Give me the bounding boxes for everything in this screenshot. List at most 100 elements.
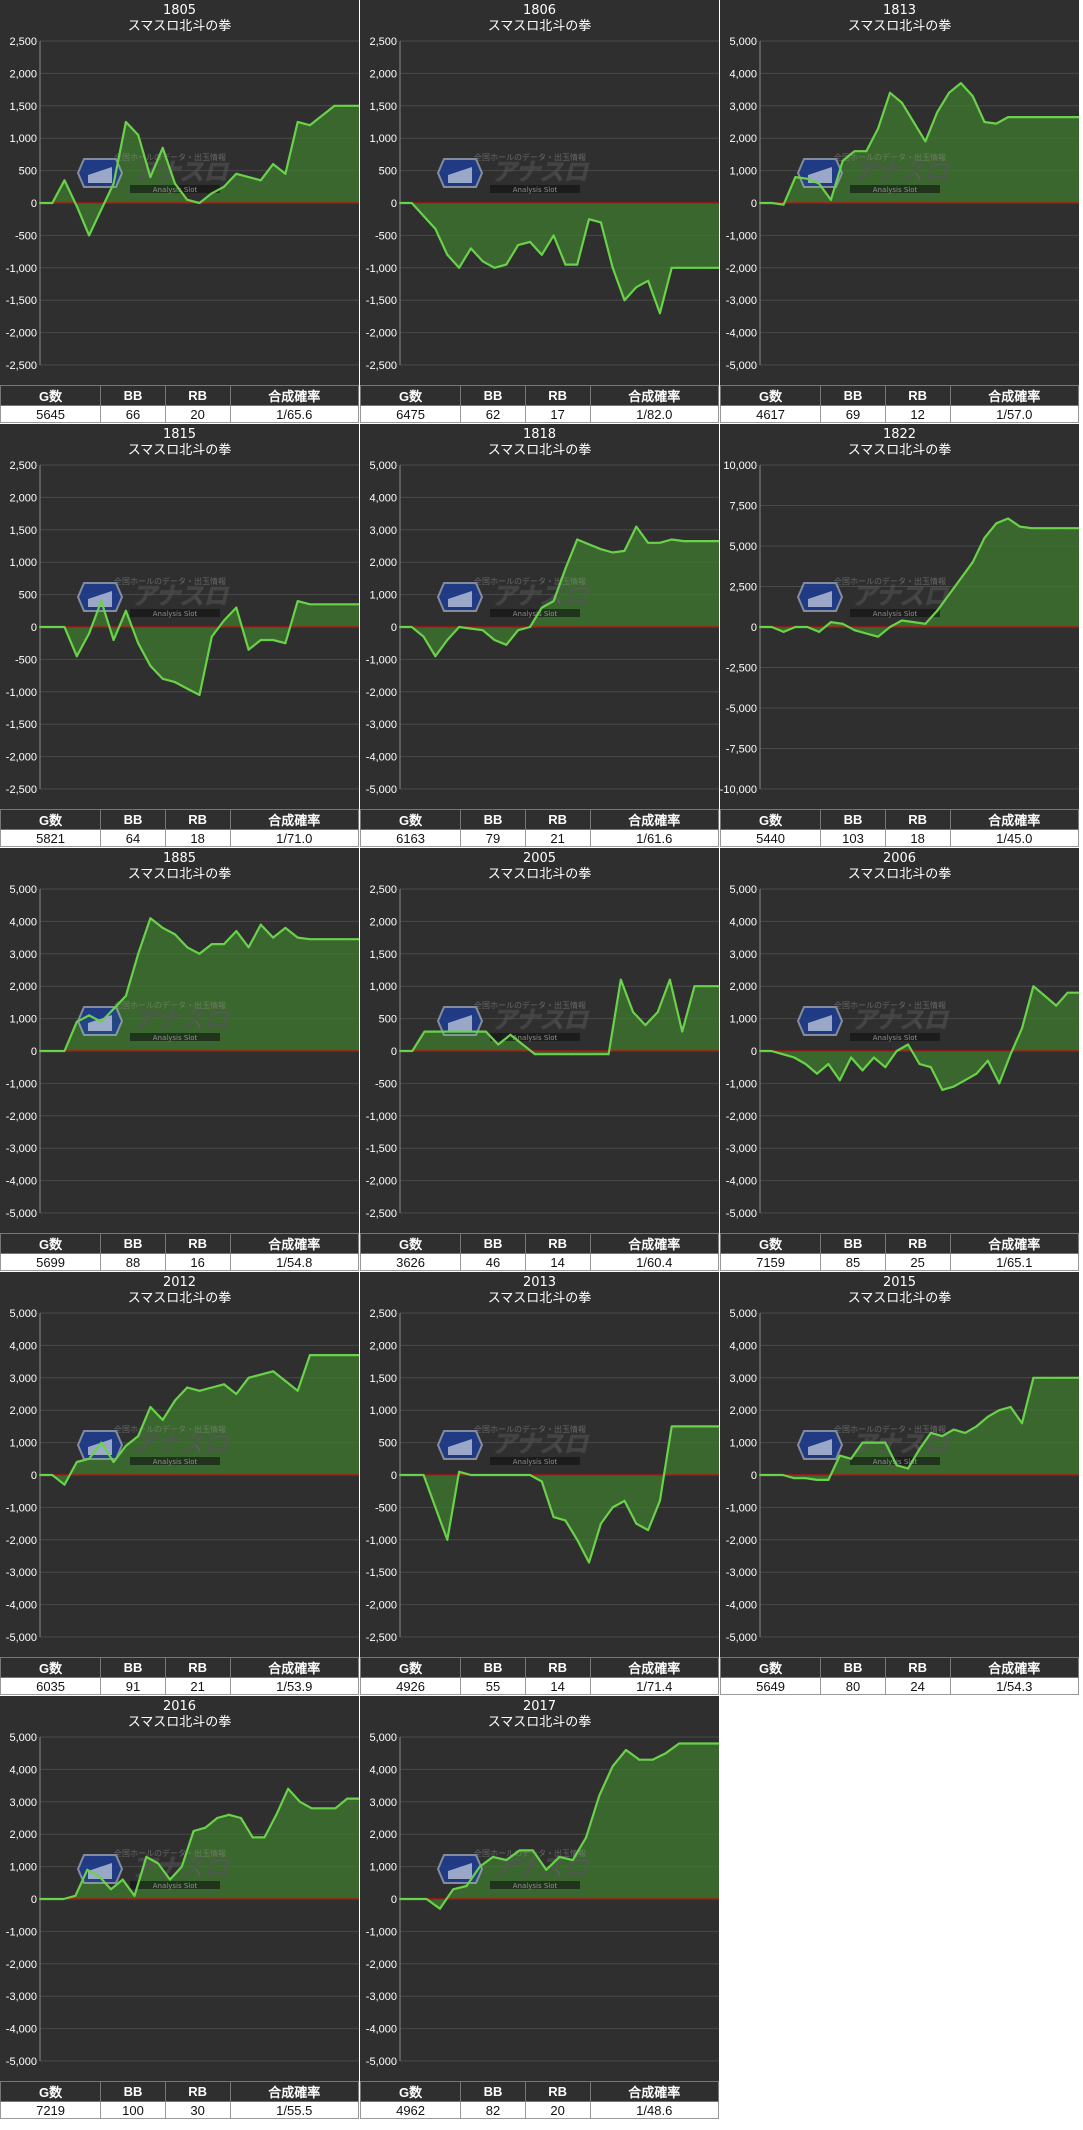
y-tick-label: 2,000 xyxy=(369,1340,397,1352)
stats-value: 4926 xyxy=(359,1677,462,1695)
data-point xyxy=(296,936,299,939)
y-tick-label: 5,000 xyxy=(729,1308,757,1320)
data-point xyxy=(322,1807,325,1810)
stats-value: 1/71.4 xyxy=(589,1677,720,1695)
svg-text:全国ホールのデータ・出玉情報: 全国ホールのデータ・出玉情報 xyxy=(114,1000,226,1010)
data-point xyxy=(625,1749,627,1751)
data-point xyxy=(959,82,962,85)
series-area xyxy=(760,1377,1079,1480)
stats-header: BB xyxy=(820,809,886,830)
stats-header: G数 xyxy=(359,385,462,406)
data-point xyxy=(647,541,650,544)
svg-text:アナスロ: アナスロ xyxy=(132,1430,230,1458)
data-point xyxy=(223,185,225,188)
chart-plot: 5,000 4,000 3,000 2,000 1,000 0 -1,000 -2,000 -3… xyxy=(6,1732,359,2068)
y-tick-label: -1,500 xyxy=(6,295,37,307)
y-tick-label: -1,500 xyxy=(366,1567,397,1579)
data-point xyxy=(446,639,449,641)
data-point xyxy=(838,1454,841,1457)
data-point xyxy=(1032,1376,1035,1379)
stats-value: 69 xyxy=(820,405,886,423)
data-point xyxy=(272,1370,275,1373)
data-point xyxy=(818,182,821,185)
data-point xyxy=(804,1063,807,1065)
y-tick-label: 5,000 xyxy=(9,1732,37,1744)
data-point xyxy=(124,121,127,123)
data-point xyxy=(889,626,891,628)
data-point xyxy=(98,1875,101,1878)
data-point xyxy=(964,1431,967,1434)
data-point xyxy=(308,603,311,606)
chart-subtitle: スマスロ北斗の拳 xyxy=(847,867,952,882)
chart-subtitle: スマスロ北斗の拳 xyxy=(487,1291,592,1306)
y-tick-label: -2,000 xyxy=(6,1535,37,1547)
svg-text:Analysis Slot: Analysis Slot xyxy=(513,1458,558,1466)
stats-grid: G数 BB RB 合成確率 5699 88 16 1/54.8 xyxy=(0,1233,360,1271)
data-point xyxy=(446,253,449,256)
stats-grid: G数 BB RB 合成確率 5645 66 20 1/65.6 xyxy=(0,385,360,423)
data-point xyxy=(358,104,359,107)
svg-text:全国ホールのデータ・出玉情報: 全国ホールのデータ・出玉情報 xyxy=(834,152,946,162)
y-tick-label: -500 xyxy=(15,230,37,242)
data-point xyxy=(694,540,697,543)
stats-grid: G数 BB RB 合成確率 4926 55 14 1/71.4 xyxy=(359,1657,720,1695)
data-point xyxy=(161,677,164,680)
data-point xyxy=(1032,985,1035,988)
data-point xyxy=(529,626,531,628)
stats-header: 合成確率 xyxy=(589,809,720,830)
data-point xyxy=(718,1425,719,1428)
data-point xyxy=(975,1425,978,1428)
data-point xyxy=(759,1050,761,1052)
series-area xyxy=(400,526,719,657)
data-point xyxy=(259,179,262,182)
chart-subtitle: スマスロ北斗の拳 xyxy=(487,19,592,34)
data-point xyxy=(635,286,638,289)
stats-value: 25 xyxy=(884,1253,951,1271)
data-point xyxy=(658,541,661,544)
data-point xyxy=(638,1758,641,1761)
data-point xyxy=(157,1862,160,1865)
y-tick-label: 4,000 xyxy=(729,68,757,80)
stats-value: 1/54.3 xyxy=(949,1677,1080,1695)
data-point xyxy=(469,627,472,630)
stats-value: 1/71.0 xyxy=(229,829,360,847)
data-point xyxy=(794,176,797,179)
stats-header: RB xyxy=(884,1233,951,1254)
data-point xyxy=(829,198,832,201)
y-tick-label: -7,500 xyxy=(726,744,757,756)
data-point xyxy=(75,205,78,208)
stats-value: 82 xyxy=(460,2101,526,2119)
series-area xyxy=(760,518,1079,637)
y-tick-label: -500 xyxy=(15,654,37,666)
chart-plot: 5,000 4,000 3,000 2,000 1,000 0 -1,000 -2,000 -3… xyxy=(6,884,359,1220)
data-point xyxy=(298,1800,301,1803)
data-point xyxy=(889,91,891,94)
data-point xyxy=(865,150,868,153)
data-point xyxy=(827,1478,830,1481)
data-point xyxy=(287,1787,290,1790)
data-point xyxy=(941,1435,944,1438)
data-point xyxy=(174,182,176,185)
stats-header: RB xyxy=(164,809,231,830)
y-tick-label: 1,000 xyxy=(9,1014,37,1026)
data-point xyxy=(964,1079,967,1082)
data-point xyxy=(670,266,673,269)
stats-grid: G数 BB RB 合成確率 7159 85 25 1/65.1 xyxy=(719,1233,1080,1271)
chart-plot: 5,000 4,000 3,000 2,000 1,000 0 -1,000 -2,000 -3… xyxy=(726,36,1079,372)
data-point xyxy=(564,567,567,570)
data-point xyxy=(929,1431,932,1434)
chart-panel: 2013 スマスロ北斗の拳 2,500 2,000 1,500 1,000 500 0 -500… xyxy=(359,1272,720,1695)
data-point xyxy=(50,1898,53,1900)
data-point xyxy=(670,1425,673,1428)
data-point xyxy=(333,938,336,941)
data-point xyxy=(975,1072,978,1075)
chart-title: 2016 xyxy=(162,1699,197,1714)
svg-text:全国ホールのデータ・出玉情報: 全国ホールのデータ・出玉情報 xyxy=(474,1848,586,1858)
stats-value: 12 xyxy=(884,405,951,423)
data-point xyxy=(247,1376,250,1379)
data-point xyxy=(505,263,508,266)
stats-header: BB xyxy=(460,2081,526,2102)
stats-table: G数 BB RB 合成確率 5645 66 20 1/65.6 xyxy=(0,385,360,423)
y-tick-label: 5,000 xyxy=(9,884,37,896)
